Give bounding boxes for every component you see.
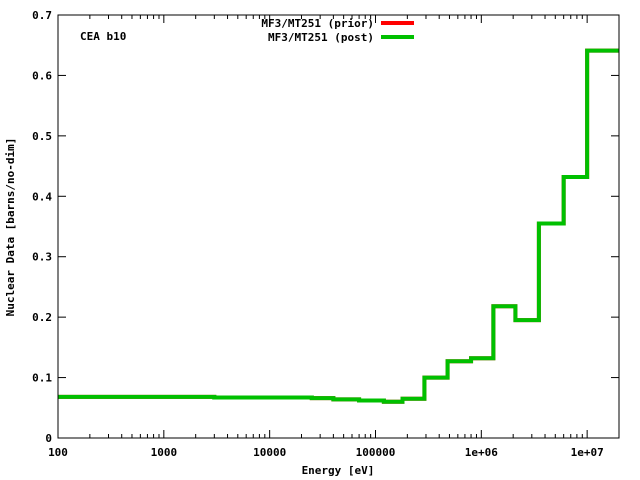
y-tick-label: 0.1 (32, 372, 52, 385)
legend-label-prior: MF3/MT251 (prior) (261, 17, 374, 30)
x-tick-label: 1e+07 (571, 446, 604, 459)
x-tick-label: 10000 (253, 446, 286, 459)
x-tick-label: 1e+06 (465, 446, 498, 459)
x-tick-label: 100000 (356, 446, 396, 459)
x-tick-label: 100 (48, 446, 68, 459)
y-tick-label: 0 (45, 432, 52, 445)
labels-layer: 0 0.1 0.2 0.3 0.4 0.5 0.6 0.7 100 1000 10000 100000… (32, 9, 604, 459)
y-tick-label: 0.2 (32, 311, 52, 324)
series-line-post (58, 48, 619, 404)
y-tick-label: 0.5 (32, 130, 52, 143)
legend-label-post: MF3/MT251 (post) (268, 31, 374, 44)
series-layer (58, 48, 619, 404)
legend: MF3/MT251 (prior) MF3/MT251 (post) (261, 17, 414, 44)
series-line-prior (58, 48, 619, 404)
annotation-cea-b10: CEA b10 (80, 30, 126, 43)
y-axis-label: Nuclear Data [barns/no-dim] (4, 138, 17, 317)
y-tick-label: 0.4 (32, 190, 52, 203)
plot-frame (57, 14, 620, 439)
y-tick-label: 0.7 (32, 9, 52, 22)
x-tick-label: 1000 (151, 446, 178, 459)
y-tick-label: 0.3 (32, 251, 52, 264)
y-tick-label: 0.6 (32, 69, 52, 82)
ticks-layer (57, 14, 619, 439)
x-axis-label: Energy [eV] (302, 464, 375, 477)
